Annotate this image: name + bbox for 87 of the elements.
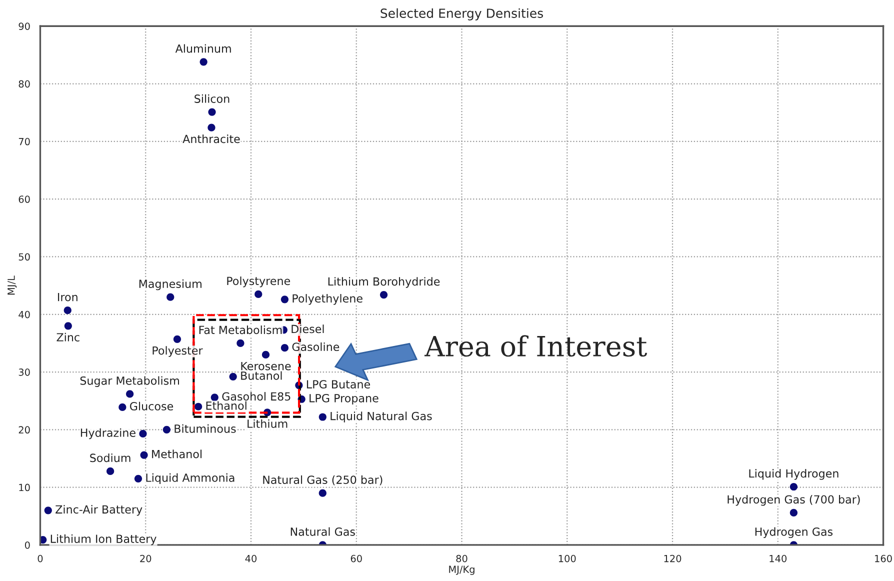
x-tick-label: 140 bbox=[770, 554, 787, 562]
annotation: Hydrogen Gas (700 bar) bbox=[728, 494, 860, 506]
annotation: Magnesium bbox=[139, 279, 202, 290]
y-tick-label: 60 bbox=[18, 196, 30, 203]
point bbox=[236, 339, 244, 348]
point bbox=[118, 403, 126, 411]
annotation: Lithium bbox=[248, 419, 288, 428]
annotation: Sugar Metabolism bbox=[80, 376, 179, 387]
point bbox=[262, 350, 270, 359]
x-tick-label: 160 bbox=[875, 554, 892, 562]
point bbox=[126, 390, 134, 398]
annotation: Liquid Ammonia bbox=[146, 473, 234, 484]
point bbox=[318, 489, 326, 497]
point bbox=[173, 335, 182, 343]
point bbox=[790, 482, 798, 491]
point bbox=[139, 430, 147, 438]
annotation: LPG Butane bbox=[306, 380, 370, 389]
annotation: Natural Gas (250 bar) bbox=[263, 475, 382, 486]
annotation: Ethanol bbox=[206, 401, 246, 410]
annotation: Liquid Hydrogen bbox=[749, 469, 838, 480]
point bbox=[162, 426, 170, 434]
annotation: Butanol bbox=[241, 371, 282, 380]
point bbox=[106, 467, 114, 475]
annotation: Hydrazine bbox=[80, 428, 136, 440]
annotation: Anthracite bbox=[182, 134, 240, 144]
point bbox=[208, 124, 216, 132]
y-tick-label: 20 bbox=[18, 426, 30, 434]
point bbox=[318, 413, 326, 421]
annotation: Aluminum bbox=[175, 44, 231, 53]
point bbox=[208, 108, 216, 116]
y-tick-label: 70 bbox=[18, 138, 30, 146]
annotation: Bituminous bbox=[174, 424, 236, 433]
x-tick-label: 0 bbox=[38, 554, 43, 562]
point bbox=[200, 58, 208, 66]
x-tick-label: 20 bbox=[140, 554, 152, 562]
annotation: LPG Propane bbox=[310, 394, 378, 405]
annotation: Lithium Ion Battery bbox=[50, 534, 156, 546]
x-axis-title: MJ/Kg bbox=[449, 566, 474, 575]
y-tick-label: 40 bbox=[18, 310, 30, 318]
annotation: Silicon bbox=[194, 94, 230, 103]
y-tick-label: 90 bbox=[18, 22, 30, 30]
annotation: Diesel bbox=[292, 324, 324, 334]
annotation: Zinc-Air Battery bbox=[56, 505, 142, 516]
x-tick-label: 120 bbox=[664, 554, 682, 562]
point bbox=[790, 508, 798, 516]
point bbox=[380, 290, 388, 299]
annotation: Polyester bbox=[152, 346, 203, 357]
annotation: Area of Interest bbox=[424, 335, 648, 357]
point bbox=[194, 402, 202, 410]
point bbox=[210, 394, 218, 402]
y-axis-title: MJ/L bbox=[8, 276, 17, 295]
annotation: Polyethylene bbox=[292, 294, 362, 305]
y-tick-label: 80 bbox=[18, 80, 30, 88]
annotation: Kerosene bbox=[241, 362, 291, 370]
point bbox=[64, 306, 72, 314]
x-tick-label: 80 bbox=[456, 554, 468, 562]
annotation: Liquid Natural Gas bbox=[330, 412, 432, 422]
point bbox=[254, 290, 262, 298]
point bbox=[134, 474, 142, 482]
point bbox=[280, 344, 289, 352]
x-tick-label: 100 bbox=[558, 554, 576, 562]
annotation: Iron bbox=[58, 292, 78, 302]
annotation: Glucose bbox=[130, 402, 174, 410]
annotation: Polystyrene bbox=[227, 276, 290, 288]
y-tick-label: 50 bbox=[18, 253, 30, 261]
point bbox=[40, 536, 47, 544]
annotation: Zinc bbox=[56, 332, 80, 342]
chart-title: Selected Energy Densities bbox=[380, 8, 543, 20]
y-tick-label: 0 bbox=[24, 541, 30, 549]
annotation: Sodium bbox=[90, 453, 130, 462]
annotation: Natural Gas bbox=[290, 527, 355, 536]
annotation: Methanol bbox=[152, 450, 202, 458]
annotation: Lithium Borohydride bbox=[328, 277, 440, 288]
point bbox=[280, 296, 289, 304]
x-tick-label: 40 bbox=[245, 554, 257, 562]
point bbox=[140, 451, 148, 459]
y-tick-label: 30 bbox=[18, 368, 30, 376]
annotation: Gasoline bbox=[292, 342, 340, 352]
point bbox=[166, 293, 174, 301]
x-tick-label: 60 bbox=[350, 554, 362, 562]
point bbox=[64, 322, 72, 330]
point bbox=[44, 506, 52, 514]
y-tick-label: 10 bbox=[19, 484, 30, 492]
annotation: Fat Metabolism bbox=[199, 326, 282, 334]
annotation: Gasohol E85 bbox=[222, 392, 290, 401]
point bbox=[229, 372, 237, 380]
annotation: Hydrogen Gas bbox=[755, 527, 833, 538]
